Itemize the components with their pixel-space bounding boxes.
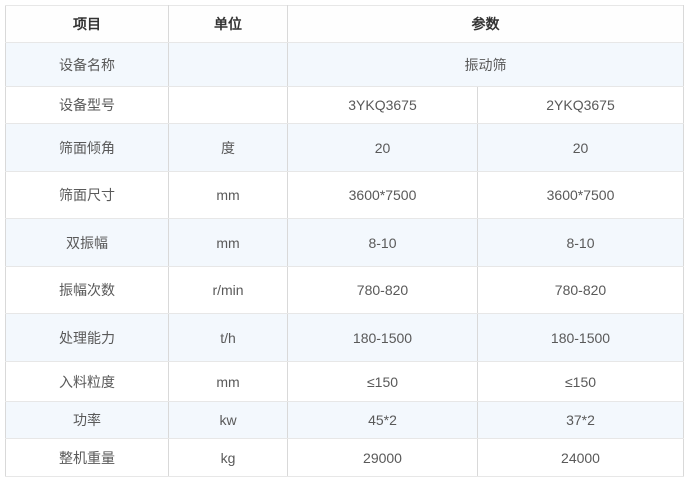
cell-value-1: 20 (287, 123, 478, 172)
cell-item: 功率 (5, 401, 169, 439)
cell-value-2: 24000 (477, 438, 684, 477)
cell-item: 设备型号 (5, 86, 169, 124)
table-row-device-name: 设备名称 振动筛 (5, 42, 684, 87)
cell-unit (168, 86, 288, 124)
cell-value-1: 3600*7500 (287, 171, 478, 219)
cell-unit: mm (168, 361, 288, 402)
cell-item: 整机重量 (5, 438, 169, 477)
table-header: 项目 单位 参数 (5, 5, 684, 43)
col-header-item: 项目 (5, 5, 169, 43)
table-row-screen-angle: 筛面倾角 度 20 20 (5, 123, 684, 172)
table-row-device-model: 设备型号 3YKQ3675 2YKQ3675 (5, 86, 684, 124)
cell-item: 处理能力 (5, 313, 169, 362)
cell-value-1: 29000 (287, 438, 478, 477)
cell-value-1: 180-1500 (287, 313, 478, 362)
cell-item: 筛面尺寸 (5, 171, 169, 219)
cell-value-2: 3600*7500 (477, 171, 684, 219)
cell-item: 振幅次数 (5, 266, 169, 314)
cell-unit: 度 (168, 123, 288, 172)
cell-value-2: ≤150 (477, 361, 684, 402)
col-header-unit: 单位 (168, 5, 288, 43)
cell-unit: mm (168, 218, 288, 267)
cell-unit: kg (168, 438, 288, 477)
cell-value-2: 180-1500 (477, 313, 684, 362)
table-row-total-weight: 整机重量 kg 29000 24000 (5, 438, 684, 477)
cell-value-1: 8-10 (287, 218, 478, 267)
table-body: 设备名称 振动筛 设备型号 3YKQ3675 2YKQ3675 筛面倾角 度 2… (5, 42, 684, 477)
cell-value-1: 3YKQ3675 (287, 86, 478, 124)
cell-value-2: 2YKQ3675 (477, 86, 684, 124)
cell-unit: r/min (168, 266, 288, 314)
table-row-feed-size: 入料粒度 mm ≤150 ≤150 (5, 361, 684, 402)
cell-item: 入料粒度 (5, 361, 169, 402)
cell-value-2: 8-10 (477, 218, 684, 267)
cell-item: 设备名称 (5, 42, 169, 87)
cell-value-2: 780-820 (477, 266, 684, 314)
cell-unit (168, 42, 288, 87)
table-row-screen-size: 筛面尺寸 mm 3600*7500 3600*7500 (5, 171, 684, 219)
cell-value-merged: 振动筛 (287, 42, 684, 87)
table-row-double-amplitude: 双振幅 mm 8-10 8-10 (5, 218, 684, 267)
cell-item: 筛面倾角 (5, 123, 169, 172)
cell-value-1: ≤150 (287, 361, 478, 402)
table-row-power: 功率 kw 45*2 37*2 (5, 401, 684, 439)
table-row-capacity: 处理能力 t/h 180-1500 180-1500 (5, 313, 684, 362)
cell-value-2: 20 (477, 123, 684, 172)
cell-item: 双振幅 (5, 218, 169, 267)
cell-unit: kw (168, 401, 288, 439)
header-row: 项目 单位 参数 (5, 5, 684, 43)
spec-table: 项目 单位 参数 设备名称 振动筛 设备型号 3YKQ3675 2YKQ3675… (5, 5, 684, 477)
cell-value-1: 45*2 (287, 401, 478, 439)
cell-unit: t/h (168, 313, 288, 362)
table-row-vibration-frequency: 振幅次数 r/min 780-820 780-820 (5, 266, 684, 314)
cell-value-2: 37*2 (477, 401, 684, 439)
cell-value-1: 780-820 (287, 266, 478, 314)
cell-unit: mm (168, 171, 288, 219)
col-header-params: 参数 (287, 5, 684, 43)
